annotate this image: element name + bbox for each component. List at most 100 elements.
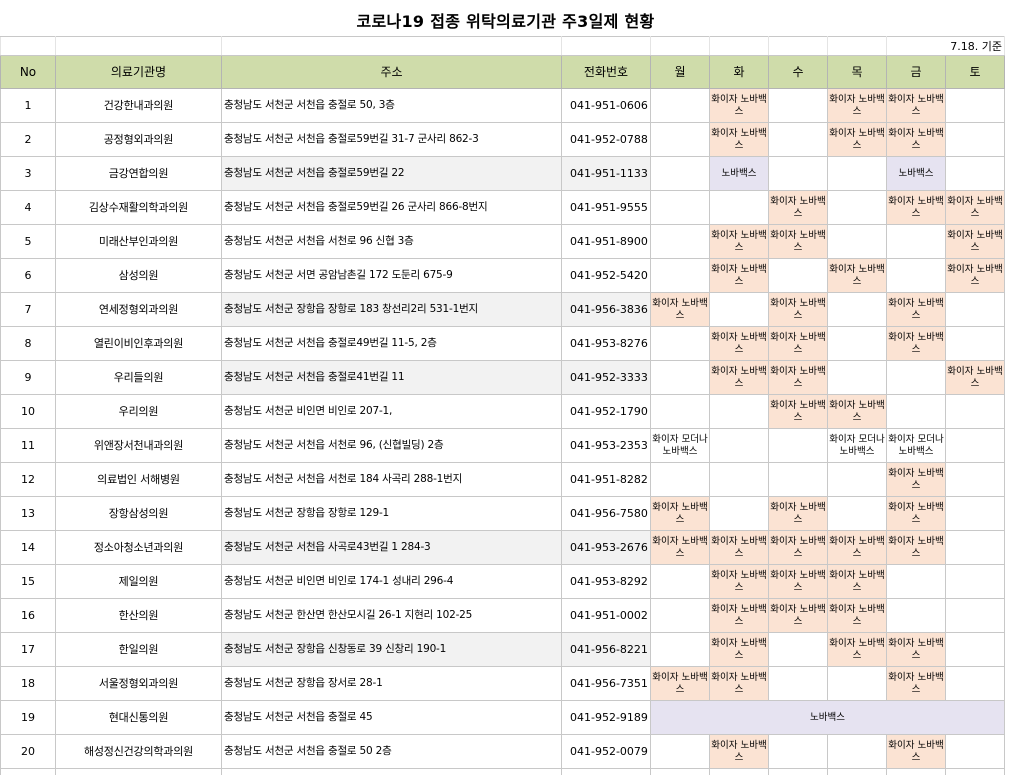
row-no: 17: [0, 632, 56, 667]
clinic-phone: 041-951-9555: [561, 190, 651, 225]
day-thu-vaccine: 화이자 노바백스: [827, 88, 887, 123]
header-phone: 전화번호: [561, 55, 651, 89]
clinic-name: 한산의원: [55, 598, 222, 633]
day-tue-vaccine: 화이자 노바백스: [709, 734, 769, 769]
day-tue-vaccine: 화이자 노바백스: [709, 258, 769, 293]
day-tue-vaccine: 화이자 노바백스: [709, 88, 769, 123]
day-wed-vaccine: [768, 666, 828, 701]
day-thu-vaccine: 화이자 모더나 노바백스: [827, 428, 887, 463]
day-tue-vaccine: 화이자 노바백스: [709, 224, 769, 259]
clinic-address: 충청남도 서천군 서천읍 충절로 45: [221, 700, 562, 735]
clinic-phone: 041-953-8292: [561, 564, 651, 599]
table-row: 6 삼성의원 충청남도 서천군 서면 공암남촌길 172 도둔리 675-9 041-…: [0, 258, 1005, 293]
day-fri-vaccine: 노바백스: [886, 156, 946, 191]
day-tue-vaccine: 화이자 노바백스: [709, 598, 769, 633]
day-tue-vaccine: [709, 190, 769, 225]
clinic-address: 충청남도 서천군 서천읍 충절로59번길 26 군사리 866-8번지: [221, 190, 562, 225]
clinic-name: 현대신통의원: [55, 700, 222, 735]
day-fri-vaccine: [886, 598, 946, 633]
clinic-phone: 041-953-8276: [561, 326, 651, 361]
clinic-address: 충청남도 서천군 장항읍 신창동로 39 신창리 190-1: [221, 632, 562, 667]
day-fri-vaccine: 화이자 노바백스: [886, 292, 946, 327]
day-tue-vaccine: [709, 496, 769, 531]
day-fri-vaccine: 화이자 노바백스: [886, 530, 946, 565]
row-no: 10: [0, 394, 56, 429]
day-thu-vaccine: 화이자 노바백스: [827, 258, 887, 293]
day-tue-vaccine: 화이자 노바백스: [709, 360, 769, 395]
clinic-phone: 041-956-7351: [561, 666, 651, 701]
page-title: 코로나19 접종 위탁의료기관 주3일제 현황: [356, 12, 655, 31]
clinic-name: 한일의원: [55, 632, 222, 667]
day-tue-vaccine: 화이자 노바백스: [709, 530, 769, 565]
row-no: 16: [0, 598, 56, 633]
clinic-name: 서울정형외과의원: [55, 666, 222, 701]
table-row: 10 우리의원 충청남도 서천군 비인면 비인로 207-1, 041-952-179…: [0, 394, 1005, 429]
clinic-address: 충청남도 서천군 서천읍 사곡로43번길 1 284-3: [221, 530, 562, 565]
table-row: 2 공정형외과의원 충청남도 서천군 서천읍 충절로59번길 31-7 군사리 86…: [0, 122, 1005, 157]
day-wed-vaccine: 화이자 노바백스: [768, 394, 828, 429]
day-fri-vaccine: [886, 394, 946, 429]
day-wed-vaccine: 화이자 노바백스: [768, 598, 828, 633]
day-tue-vaccine: [709, 428, 769, 463]
clinic-name: 건강한내과의원: [55, 88, 222, 123]
clinic-address: 충청남도 서천군 서천읍 충절로41번길 11: [221, 360, 562, 395]
clinic-phone: 041-953-2353: [561, 428, 651, 463]
day-mon-vaccine: [650, 462, 710, 497]
clinic-name: 금강연합의원: [55, 156, 222, 191]
table-row: 16 한산의원 충청남도 서천군 한산면 한산모시길 26-1 지현리 102-25…: [0, 598, 1005, 633]
day-fri-vaccine: [886, 258, 946, 293]
day-tue-vaccine: 화이자 노바백스: [709, 122, 769, 157]
row-no: 5: [0, 224, 56, 259]
clinic-phone: 041-956-3836: [561, 292, 651, 327]
header-day-mon: 월: [650, 55, 710, 89]
day-fri-vaccine: 화이자 노바백스: [886, 326, 946, 361]
day-sat-vaccine: 화이자 노바백스: [945, 224, 1005, 259]
clinic-phone: 041-956-8221: [561, 632, 651, 667]
clinic-phone: 041-951-8900: [561, 224, 651, 259]
day-wed-vaccine: 화이자 노바백스: [768, 496, 828, 531]
table-row: 19 현대신통의원 충청남도 서천군 서천읍 충절로 45 041-952-9189 노…: [0, 700, 1005, 735]
day-wed-vaccine: 화이자 노바백스: [768, 360, 828, 395]
day-thu-vaccine: 화이자 노바백스: [827, 394, 887, 429]
clinic-name: 의료법인 서해병원: [55, 462, 222, 497]
day-thu-vaccine: [827, 292, 887, 327]
day-thu-vaccine: 화이자 노바백스: [827, 530, 887, 565]
clinic-phone: 041-952-3333: [561, 360, 651, 395]
clinic-phone: 041-952-0788: [561, 122, 651, 157]
clinic-address: 충청남도 서천군 장항읍 장서로 28-1: [221, 666, 562, 701]
day-tue-vaccine: [709, 394, 769, 429]
day-mon-vaccine: 화이자 노바백스: [650, 530, 710, 565]
day-tue-vaccine: 화이자 노바백스: [709, 564, 769, 599]
day-thu-vaccine: [827, 326, 887, 361]
day-wed-vaccine: [768, 428, 828, 463]
day-tue-vaccine: 화이자 노바백스: [709, 666, 769, 701]
day-thu-vaccine: 화이자 노바백스: [827, 564, 887, 599]
clinic-phone: 041-951-0606: [561, 88, 651, 123]
day-mon-vaccine: [650, 598, 710, 633]
day-sat-vaccine: [945, 598, 1005, 633]
clinic-name: 우리의원: [55, 394, 222, 429]
clinic-name: 우리들의원: [55, 360, 222, 395]
row-no: 1: [0, 88, 56, 123]
day-mon-vaccine: [650, 156, 710, 191]
clinic-phone: 041-951-0002: [561, 598, 651, 633]
day-tue-vaccine: 노바백스: [709, 156, 769, 191]
day-thu-vaccine: 화이자 노바백스: [827, 122, 887, 157]
table-row: 14 정소아청소년과의원 충청남도 서천군 서천읍 사곡로43번길 1 284-3 0…: [0, 530, 1005, 565]
day-thu-vaccine: 화이자 노바백스: [827, 598, 887, 633]
row-no: 14: [0, 530, 56, 565]
day-sat-vaccine: [945, 156, 1005, 191]
table-row: 4 김상수재활의학과의원 충청남도 서천군 서천읍 충절로59번길 26 군사리 8…: [0, 190, 1005, 225]
clinic-phone: 041-951-1133: [561, 156, 651, 191]
clinic-name: 미래산부인과의원: [55, 224, 222, 259]
clinic-phone: 041-952-1790: [561, 394, 651, 429]
day-sat-vaccine: [945, 326, 1005, 361]
clinic-address: 충청남도 서천군 한산면 한산모시길 26-1 지현리 102-25: [221, 598, 562, 633]
day-sat-vaccine: 화이자 노바백스: [945, 190, 1005, 225]
day-sat-vaccine: [945, 394, 1005, 429]
day-wed-vaccine: 화이자 노바백스: [768, 190, 828, 225]
table-row: 12 의료법인 서해병원 충청남도 서천군 서천읍 서천로 184 사곡리 288-…: [0, 462, 1005, 497]
header-name: 의료기관명: [55, 55, 222, 89]
clinic-address: 충청남도 서천군 서천읍 서천로 96 신협 3층: [221, 224, 562, 259]
